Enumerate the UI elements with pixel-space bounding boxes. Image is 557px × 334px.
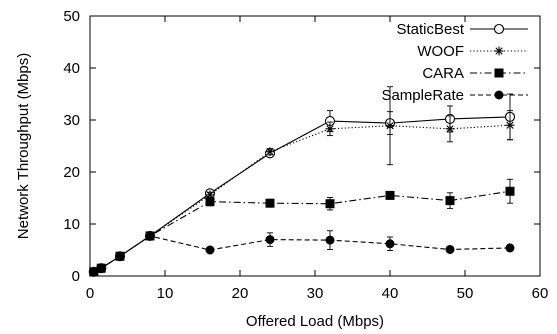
x-tick-label: 60 [532,285,549,302]
legend-marker [494,68,504,78]
legend-entry: StaticBest [396,21,528,38]
x-axis-label: Offered Load (Mbps) [246,313,384,330]
data-point [205,197,215,207]
y-tick-label: 30 [63,112,80,129]
data-point [89,267,99,277]
series-line [93,235,511,273]
y-tick-label: 20 [63,164,80,181]
plot-frame [89,15,541,277]
data-point [445,124,455,134]
x-tick-label: 10 [157,285,174,302]
y-tick-label: 10 [63,216,80,233]
legend-marker [493,23,505,35]
series-samplerate [89,230,515,277]
data-point [505,186,515,196]
x-tick-label: 30 [307,285,324,302]
data-point [265,235,275,245]
y-tick-label: 40 [63,60,80,77]
data-point [265,198,275,208]
data-point [96,263,106,273]
data-point [505,243,515,253]
data-point [385,239,395,249]
y-tick-label: 50 [63,8,80,25]
y-axis-label: Network Throughput (Mbps) [15,53,32,239]
x-tick-label: 0 [86,285,94,302]
legend-label: WOOF [417,43,464,60]
data-point [265,147,275,157]
legend-marker [494,46,504,56]
x-tick-label: 40 [382,285,399,302]
legend-label: StaticBest [396,21,464,38]
legend-marker [494,90,504,100]
data-point [325,199,335,209]
series-layer [88,86,516,277]
legend-label: SampleRate [381,87,464,104]
x-tick-label: 50 [457,285,474,302]
legend-entry: WOOF [417,43,528,60]
y-tick-label: 0 [72,268,80,285]
data-point [115,251,125,261]
x-tick-label: 20 [232,285,249,302]
data-point [445,244,455,254]
legend-entry: SampleRate [381,87,528,104]
legend-entry: CARA [422,65,528,82]
data-point [505,120,515,130]
legend: StaticBest WOOF CARA SampleRate [381,21,528,104]
data-point [445,196,455,206]
legend-label: CARA [422,65,464,82]
y-axis: 0 10 20 30 40 50 [63,8,540,285]
series-cara [89,178,515,277]
data-point [325,124,335,134]
data-point [325,235,335,245]
data-point [385,121,395,131]
data-point [385,190,395,200]
x-axis: 0 10 20 30 40 50 60 [86,16,549,302]
data-point [205,245,215,255]
data-point [145,231,155,241]
series-line [93,124,511,273]
